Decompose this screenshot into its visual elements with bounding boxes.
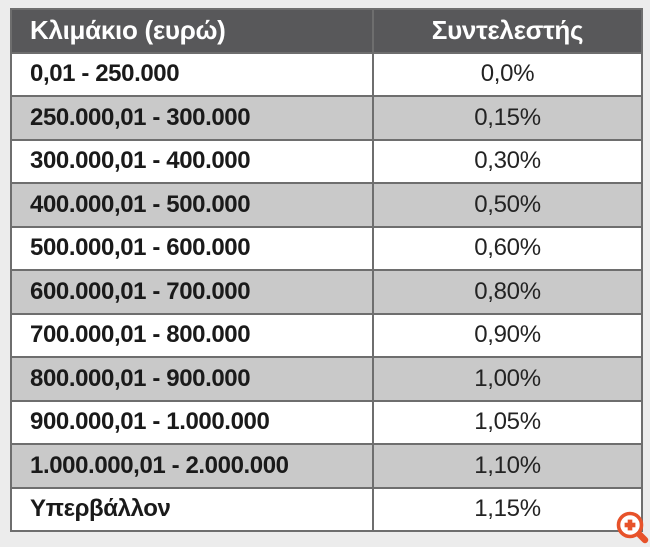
table-row: 600.000,01 - 700.000 0,80%	[10, 269, 643, 315]
table-row: 1.000.000,01 - 2.000.000 1,10%	[10, 443, 643, 489]
table-row: 800.000,01 - 900.000 1,00%	[10, 356, 643, 402]
bracket-cell: 700.000,01 - 800.000	[10, 312, 374, 358]
bracket-cell: 500.000,01 - 600.000	[10, 225, 374, 271]
bracket-cell: 900.000,01 - 1.000.000	[10, 399, 374, 445]
rate-cell: 1,00%	[372, 356, 643, 402]
rate-cell: 0,50%	[372, 182, 643, 228]
bracket-cell: 300.000,01 - 400.000	[10, 138, 374, 184]
bracket-cell: 0,01 - 250.000	[10, 51, 374, 97]
column-header-bracket: Κλιμάκιο (ευρώ)	[10, 8, 374, 54]
bracket-cell: 1.000.000,01 - 2.000.000	[10, 443, 374, 489]
table-row: 300.000,01 - 400.000 0,30%	[10, 138, 643, 184]
rate-cell: 1,15%	[372, 486, 643, 532]
table-row: 500.000,01 - 600.000 0,60%	[10, 225, 643, 271]
table-row: 250.000,01 - 300.000 0,15%	[10, 95, 643, 141]
bracket-cell: 250.000,01 - 300.000	[10, 95, 374, 141]
rate-cell: 0,30%	[372, 138, 643, 184]
bracket-cell: Υπερβάλλον	[10, 486, 374, 532]
table-row: 700.000,01 - 800.000 0,90%	[10, 312, 643, 358]
table-row: 400.000,01 - 500.000 0,50%	[10, 182, 643, 228]
table-header-row: Κλιμάκιο (ευρώ) Συντελεστής	[10, 8, 643, 54]
zoom-in-icon[interactable]	[609, 504, 650, 545]
bracket-cell: 600.000,01 - 700.000	[10, 269, 374, 315]
bracket-cell: 400.000,01 - 500.000	[10, 182, 374, 228]
rate-cell: 0,15%	[372, 95, 643, 141]
table-row: 0,01 - 250.000 0,0%	[10, 51, 643, 97]
table-row: 900.000,01 - 1.000.000 1,05%	[10, 399, 643, 445]
rate-cell: 0,0%	[372, 51, 643, 97]
table-row: Υπερβάλλον 1,15%	[10, 486, 643, 532]
tax-scale-table: Κλιμάκιο (ευρώ) Συντελεστής 0,01 - 250.0…	[10, 8, 643, 532]
column-header-rate: Συντελεστής	[372, 8, 643, 54]
rate-cell: 0,60%	[372, 225, 643, 271]
rate-cell: 0,80%	[372, 269, 643, 315]
rate-cell: 1,10%	[372, 443, 643, 489]
rate-cell: 0,90%	[372, 312, 643, 358]
bracket-cell: 800.000,01 - 900.000	[10, 356, 374, 402]
rate-cell: 1,05%	[372, 399, 643, 445]
